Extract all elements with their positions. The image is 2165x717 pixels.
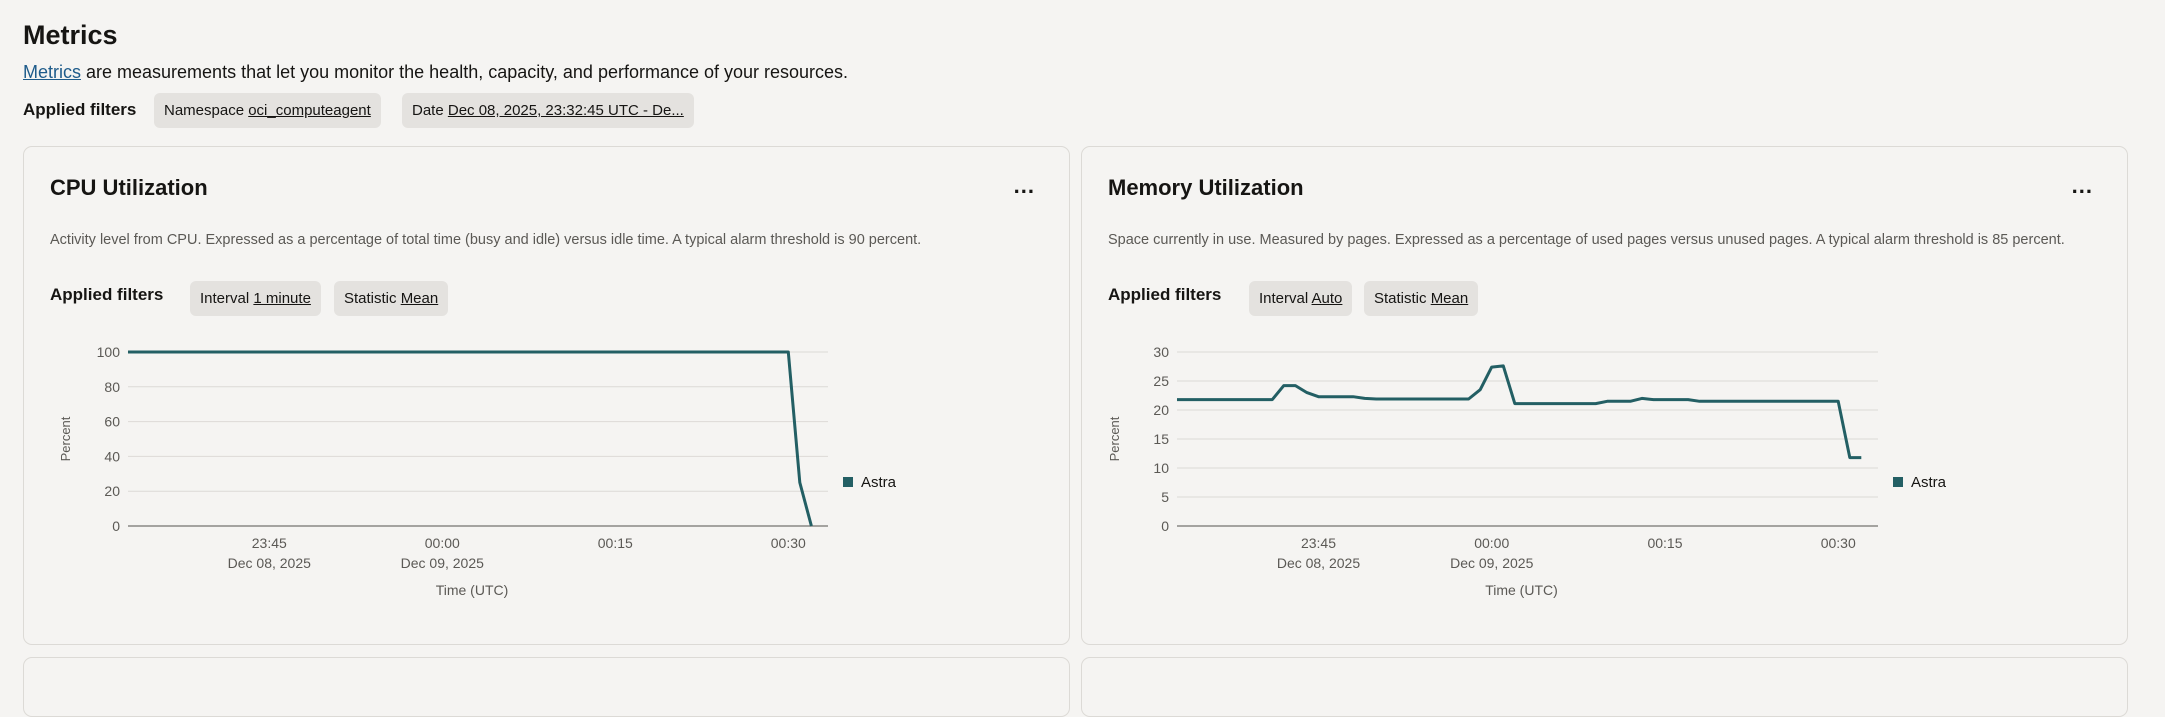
y-tick-label: 30 [1153, 344, 1169, 360]
x-tick-label: 23:45 [252, 535, 287, 551]
y-tick-label: 60 [104, 414, 120, 430]
y-tick-label: 15 [1153, 431, 1169, 447]
y-tick-label: 5 [1161, 489, 1169, 505]
x-tick-label: 23:45 [1301, 535, 1336, 551]
y-axis-title: Percent [58, 416, 73, 461]
legend-label: Astra [861, 474, 897, 491]
x-tick-sublabel: Dec 09, 2025 [401, 555, 484, 571]
y-tick-label: 10 [1153, 460, 1169, 476]
y-axis-title: Percent [1107, 416, 1122, 461]
x-tick-label: 00:15 [1647, 535, 1682, 551]
y-tick-label: 40 [104, 448, 120, 464]
y-tick-label: 25 [1153, 373, 1169, 389]
x-tick-label: 00:00 [425, 535, 460, 551]
legend-label: Astra [1911, 474, 1947, 491]
y-tick-label: 0 [112, 518, 120, 534]
x-tick-sublabel: Dec 08, 2025 [228, 555, 311, 571]
legend-swatch [843, 477, 853, 487]
x-axis-title: Time (UTC) [1485, 582, 1558, 598]
x-tick-label: 00:15 [598, 535, 633, 551]
y-tick-label: 0 [1161, 518, 1169, 534]
series-line-astra [1177, 366, 1861, 458]
x-tick-sublabel: Dec 09, 2025 [1450, 555, 1533, 571]
y-tick-label: 20 [1153, 402, 1169, 418]
x-tick-label: 00:00 [1474, 535, 1509, 551]
y-tick-label: 100 [97, 344, 121, 360]
x-tick-sublabel: Dec 08, 2025 [1277, 555, 1360, 571]
legend-swatch [1893, 477, 1903, 487]
x-tick-label: 00:30 [1821, 535, 1856, 551]
y-tick-label: 80 [104, 379, 120, 395]
x-axis-title: Time (UTC) [436, 582, 509, 598]
series-line-astra [128, 352, 811, 526]
y-tick-label: 20 [104, 483, 120, 499]
x-tick-label: 00:30 [771, 535, 806, 551]
